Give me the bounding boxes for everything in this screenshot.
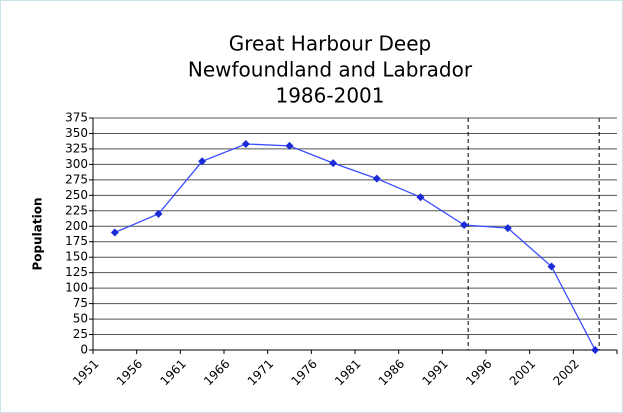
y-tick-label: 275 — [65, 172, 88, 186]
point — [547, 262, 556, 271]
y-axis-label: Population — [31, 197, 45, 270]
point — [154, 209, 163, 218]
y-tick-label: 125 — [65, 265, 88, 279]
point — [372, 174, 381, 183]
y-tick-label: 350 — [65, 126, 88, 140]
point — [198, 157, 207, 166]
point — [460, 221, 469, 230]
y-tick-label: 25 — [73, 327, 88, 341]
chart-title: Newfoundland and Labrador — [188, 58, 473, 82]
y-tick-label: 0 — [80, 343, 88, 357]
y-tick-label: 100 — [65, 281, 88, 295]
y-tick-label: 375 — [65, 111, 88, 125]
point — [416, 193, 425, 202]
point — [503, 224, 512, 233]
y-tick-label: 300 — [65, 157, 88, 171]
y-tick-label: 250 — [65, 188, 88, 202]
point — [591, 346, 600, 354]
y-tick-label: 175 — [65, 234, 88, 248]
point — [241, 139, 250, 148]
y-tick-label: 225 — [65, 203, 88, 217]
point — [110, 228, 119, 237]
y-tick-label: 50 — [73, 312, 88, 326]
y-tick-label: 75 — [73, 296, 88, 310]
point — [329, 159, 338, 168]
line — [114, 143, 596, 351]
y-tick-label: 200 — [65, 219, 88, 233]
point — [285, 141, 294, 150]
chart-title: Great Harbour Deep — [229, 32, 431, 56]
y-tick-label: 325 — [65, 141, 88, 155]
y-tick-label: 150 — [65, 250, 88, 264]
chart-title: 1986-2001 — [275, 84, 384, 108]
